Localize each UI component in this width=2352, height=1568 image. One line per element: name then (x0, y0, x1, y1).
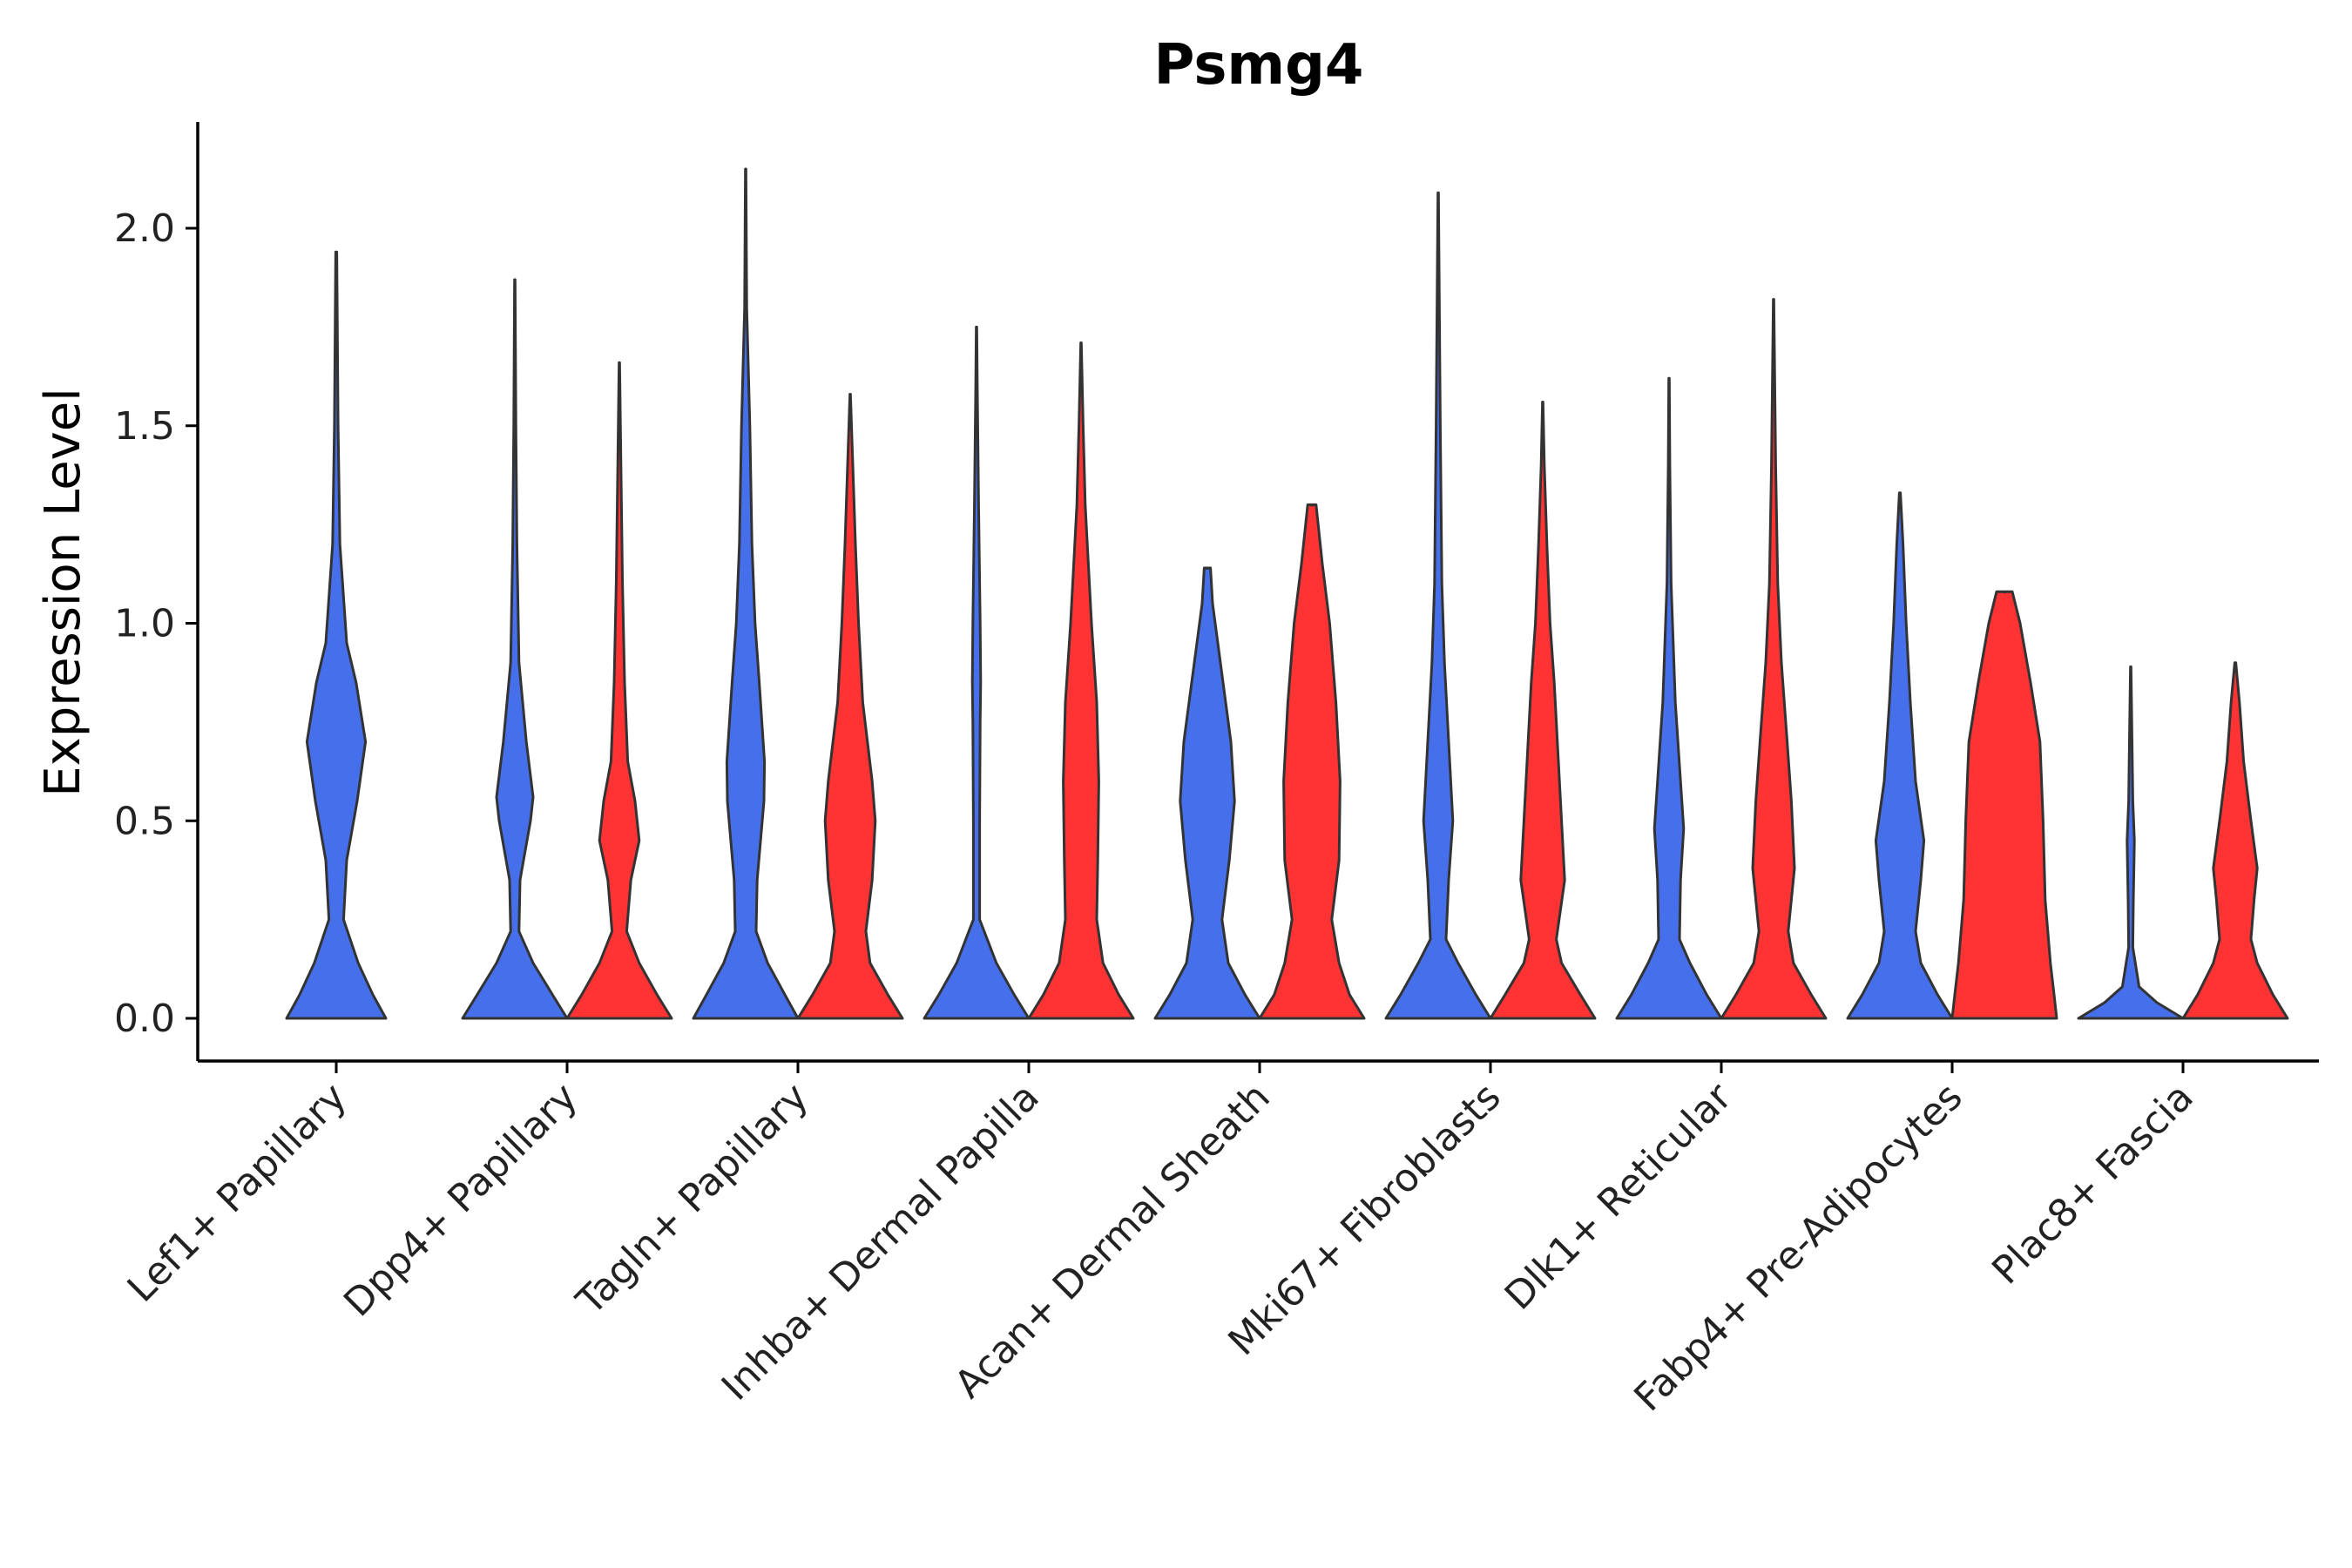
chart-title: Psmg4 (1154, 33, 1364, 98)
x-tick-label: Dlk1+ Reticular (1497, 1074, 1741, 1319)
y-axis-label: Expression Level (35, 388, 91, 797)
violin-2-tagln-papillary (796, 393, 904, 1020)
violin-1-fabp4-pre-adipocytes (1846, 491, 1954, 1020)
violin-2-fabp4-pre-adipocytes (1950, 590, 2058, 1020)
violin-1-inhba-dermal-papilla (923, 325, 1031, 1020)
x-tick-label: Tagln+ Papillary (568, 1075, 817, 1324)
x-tick-label: Dpp4+ Papillary (335, 1075, 586, 1326)
violin-2-plac8-fascia (2181, 661, 2289, 1020)
x-tick-label: Lef1+ Papillary (119, 1075, 355, 1311)
x-tick-label: Plac8+ Fascia (1984, 1075, 2202, 1294)
y-tick-label: 1.0 (114, 602, 175, 646)
violin-1-mki67-fibroblasts (1384, 191, 1492, 1020)
y-tick-label: 2.0 (114, 206, 175, 251)
y-tick-label: 0.5 (114, 799, 175, 843)
violin-2-dpp4-papillary (565, 361, 673, 1020)
violin-1-tagln-papillary (692, 167, 800, 1020)
violin-2-acan-dermal-sheath (1258, 503, 1366, 1020)
violin-1-acan-dermal-sheath (1153, 566, 1261, 1020)
violins-layer (285, 167, 2289, 1020)
violin-1-dlk1-reticular (1615, 376, 1723, 1020)
y-tick-label: 0.0 (114, 997, 175, 1041)
violin-2-inhba-dermal-papilla (1027, 341, 1135, 1020)
violin-1-dpp4-papillary (461, 278, 569, 1020)
violin-2-mki67-fibroblasts (1489, 401, 1597, 1020)
violin-2-dlk1-reticular (1720, 298, 1828, 1020)
violin-1-plac8-fascia (2077, 665, 2185, 1020)
y-tick-label: 1.5 (114, 404, 175, 449)
violin-1-lef1-papillary (285, 250, 388, 1020)
